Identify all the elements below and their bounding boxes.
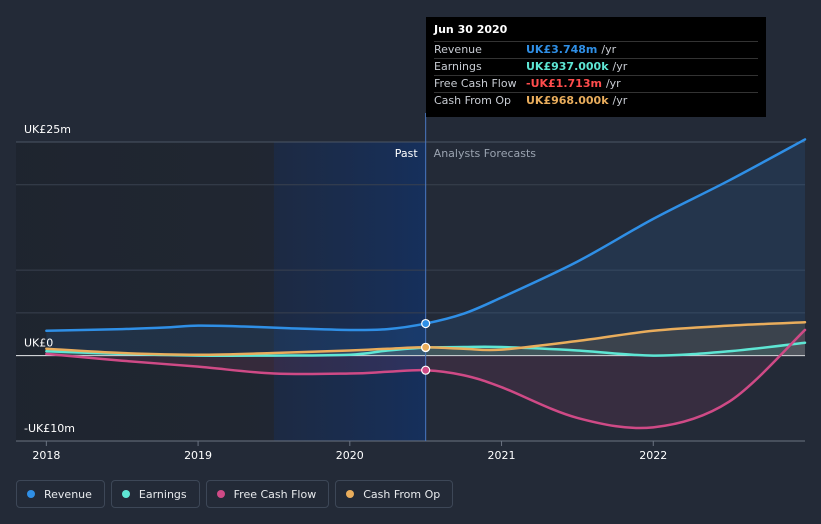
tooltip-date: Jun 30 2020 <box>434 23 508 36</box>
legend-dot-icon <box>121 490 130 498</box>
legend-label: Free Cash Flow <box>233 487 317 501</box>
free-cash-flow-area <box>46 329 806 429</box>
x-tick-label: 2020 <box>336 449 364 462</box>
tooltip-series-unit: /yr <box>612 94 628 107</box>
tooltip-series-name: Cash From Op <box>434 94 512 107</box>
cash-from-op-marker <box>421 342 431 352</box>
revenue-line <box>45 138 807 333</box>
x-tick-label: 2022 <box>639 449 667 462</box>
y-tick-label: UK£0 <box>24 337 53 350</box>
x-tick-label: 2019 <box>184 449 212 462</box>
tooltip-row: Free Cash Flow -UK£1.713m/yr <box>434 75 758 92</box>
revenue-marker <box>421 318 431 329</box>
x-tick-label: 2021 <box>488 449 516 462</box>
forecast-label: Analysts Forecasts <box>434 147 537 160</box>
tooltip-row: Revenue UK£3.748m/yr <box>434 41 758 58</box>
tooltip-row: Cash From Op UK£968.000k/yr <box>434 92 758 109</box>
chart: UK£25m UK£0 -UK£10m 2018 2019 2020 2021 2022 P… <box>16 113 807 462</box>
legend-label: Cash From Op <box>363 487 441 501</box>
tooltip-row: Earnings UK£937.000k/yr <box>434 58 758 75</box>
tooltip-series-value: UK£968.000k <box>526 94 609 107</box>
tooltip: Jun 30 2020 Revenue UK£3.748m/yr Earnings U… <box>426 17 766 117</box>
tooltip-series-unit: /yr <box>605 77 621 90</box>
free-cash-flow-line <box>45 328 807 430</box>
legend-dot-icon <box>346 490 355 498</box>
revenue-area <box>46 139 806 356</box>
past-label: Past <box>395 147 419 160</box>
legend-dot-icon <box>27 490 35 498</box>
legend-item-revenue[interactable]: Revenue <box>16 480 105 508</box>
legend-label: Revenue <box>44 487 92 501</box>
past-region <box>16 142 274 441</box>
legend-label: Earnings <box>138 487 187 501</box>
legend: Revenue Earnings Free Cash Flow Cash From O… <box>16 480 454 508</box>
tooltip-series-name: Free Cash Flow <box>434 77 517 90</box>
y-tick-label: UK£25m <box>24 123 71 136</box>
tooltip-series-value: UK£3.748m <box>526 43 598 56</box>
highlight-region <box>273 142 426 441</box>
legend-item-free-cash-flow[interactable]: Free Cash Flow <box>205 480 330 508</box>
tooltip-series-value: -UK£1.713m <box>526 77 602 90</box>
free-cash-flow-marker <box>421 365 431 375</box>
tooltip-series-unit: /yr <box>601 43 617 56</box>
cash-from-op-area <box>46 322 806 356</box>
y-tick-label: -UK£10m <box>24 422 75 435</box>
x-tick-label: 2018 <box>32 449 60 462</box>
tooltip-series-name: Earnings <box>434 60 482 73</box>
legend-dot-icon <box>216 490 225 498</box>
tooltip-series-unit: /yr <box>612 60 628 73</box>
legend-item-cash-from-op[interactable]: Cash From Op <box>335 480 454 508</box>
tooltip-series-value: UK£937.000k <box>526 60 609 73</box>
legend-item-earnings[interactable]: Earnings <box>110 480 200 508</box>
tooltip-series-name: Revenue <box>434 43 482 56</box>
